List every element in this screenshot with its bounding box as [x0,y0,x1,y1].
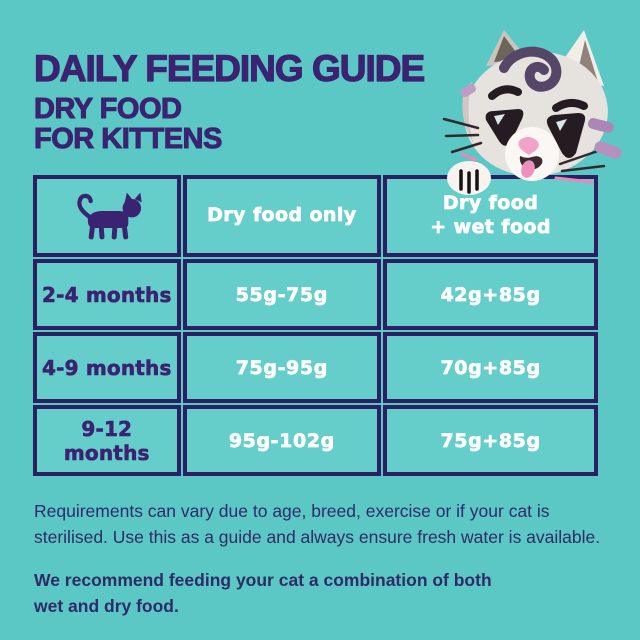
dry-plus-wet-value: 42g+85g [383,259,598,330]
age-cell: 9-12 months [33,405,181,476]
title-block: DAILY FEEDING GUIDE DRY FOOD FOR KITTENS [33,48,425,156]
kitten-tongue [521,160,535,178]
cat-silhouette-icon [77,192,142,240]
dry-plus-wet-value: 70g+85g [383,332,598,403]
subtitle-line-2: FOR KITTENS [33,123,222,156]
kitten-hair-swirl [499,46,562,92]
page-title: DAILY FEEDING GUIDE [33,48,425,89]
page-subtitle: DRY FOOD FOR KITTENS [33,93,424,156]
age-cell: 2-4 months [33,259,181,330]
note-requirements: Requirements can vary due to age, breed,… [34,501,601,548]
table-row-4-9-months: 4-9 months 75g-95g 70g+85g [33,332,598,403]
header-cell-dry-plus-wet: Dry food + wet food [383,175,598,257]
dry-only-value: 75g-95g [182,332,382,403]
table-header-row: Dry food only Dry food + wet food [33,175,598,257]
table-row-9-12-months: 9-12 months 95g-102g 75g+85g [33,405,598,476]
kitten-muzzle [505,127,559,181]
dry-plus-wet-value: 75g+85g [383,405,598,476]
dry-only-value: 95g-102g [182,405,382,476]
age-cell: 4-9 months [33,332,181,403]
feeding-guide-table: Dry food only Dry food + wet food 2-4 mo… [31,173,600,478]
header-cell-dry-only: Dry food only [182,175,382,257]
kitten-peeking-illustration [442,30,622,195]
header-cell-age [33,175,181,257]
kitten-right-eye [546,113,586,158]
kitten-nose [518,137,539,155]
table-row-2-4-months: 2-4 months 55g-75g 42g+85g [33,259,598,330]
footnotes: Requirements can vary due to age, breed,… [34,498,614,619]
subtitle-line-1: DRY FOOD [33,93,182,125]
dry-only-value: 55g-75g [182,259,382,330]
note-recommendation: We recommend feeding your cat a combinat… [34,569,492,616]
